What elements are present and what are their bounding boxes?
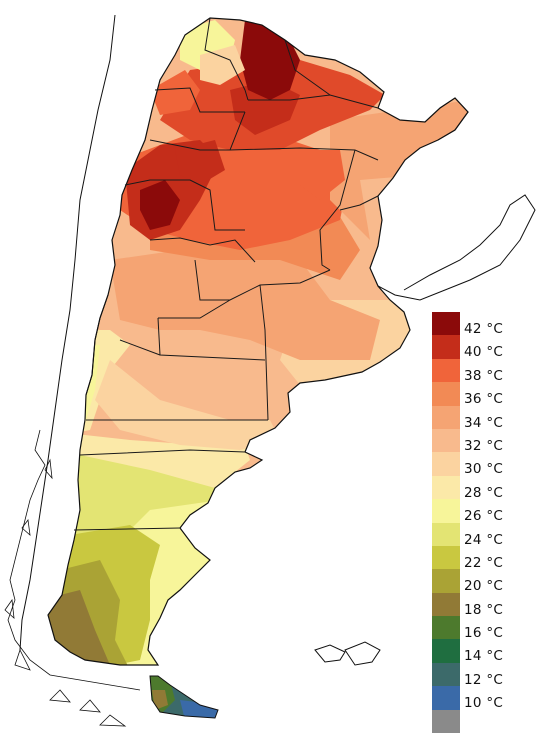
legend-swatch bbox=[432, 569, 460, 593]
legend-row-34: 34 °C bbox=[432, 405, 532, 431]
malvinas-islands bbox=[314, 641, 381, 666]
legend-swatch bbox=[432, 592, 460, 617]
province-borders bbox=[73, 17, 379, 531]
legend-label: 14 °C bbox=[464, 648, 504, 665]
legend-swatch bbox=[432, 522, 460, 546]
legend-swatch bbox=[432, 662, 460, 687]
legend-label: 16 °C bbox=[464, 625, 504, 642]
legend-row-36: 36 °C bbox=[432, 382, 532, 408]
legend-row-24: 24 °C bbox=[432, 522, 532, 548]
legend-row-20: 20 °C bbox=[432, 569, 532, 595]
legend-row-26: 26 °C bbox=[432, 499, 532, 525]
neighbor-borders bbox=[19, 14, 536, 651]
chile-coast bbox=[4, 429, 141, 727]
legend-label: 42 °C bbox=[464, 321, 504, 337]
legend-row-below bbox=[432, 709, 532, 734]
legend-swatch bbox=[432, 639, 460, 663]
legend-swatch bbox=[432, 335, 460, 359]
legend-swatch bbox=[432, 405, 460, 429]
legend-label: 20 °C bbox=[464, 578, 504, 595]
legend-swatch bbox=[432, 475, 460, 500]
legend-label: 28 °C bbox=[464, 484, 504, 501]
legend-swatch bbox=[432, 452, 460, 476]
legend-row-10: 10 °C bbox=[432, 686, 532, 712]
legend-label: 34 °C bbox=[464, 414, 504, 431]
legend-row-22: 22 °C bbox=[432, 545, 532, 571]
legend-row-38: 38 °C bbox=[432, 358, 532, 384]
legend-label: 38 °C bbox=[464, 367, 504, 384]
temperature-legend: 42 °C 40 °C 38 °C 36 °C 34 °C 32 °C 30 °… bbox=[432, 312, 532, 734]
legend-swatch bbox=[432, 358, 460, 383]
legend-label: 12 °C bbox=[464, 671, 504, 688]
legend-swatch bbox=[432, 686, 460, 710]
legend-row-18: 18 °C bbox=[432, 592, 532, 618]
legend-swatch bbox=[432, 499, 460, 523]
tierra-del-fuego-field bbox=[150, 676, 218, 718]
legend-row-30: 30 °C bbox=[432, 452, 532, 478]
legend-row-16: 16 °C bbox=[432, 616, 532, 642]
legend-label: 32 °C bbox=[464, 437, 504, 454]
temperature-field bbox=[48, 18, 468, 665]
legend-row-28: 28 °C bbox=[432, 475, 532, 501]
legend-row-32: 32 °C bbox=[432, 428, 532, 454]
legend-label: 36 °C bbox=[464, 391, 504, 408]
legend-swatch bbox=[432, 312, 460, 336]
legend-swatch bbox=[432, 428, 460, 453]
legend-label: 10 °C bbox=[464, 695, 504, 712]
legend-swatch bbox=[432, 709, 460, 734]
legend-swatch bbox=[432, 616, 460, 640]
legend-label: 22 °C bbox=[464, 554, 504, 571]
legend-label: 24 °C bbox=[464, 531, 504, 548]
legend-label: 40 °C bbox=[464, 344, 504, 361]
legend-swatch bbox=[432, 545, 460, 570]
legend-row-42: 42 °C bbox=[432, 312, 532, 337]
legend-label: 26 °C bbox=[464, 508, 504, 525]
legend-swatch bbox=[432, 382, 460, 406]
legend-row-12: 12 °C bbox=[432, 662, 532, 688]
legend-label: 30 °C bbox=[464, 461, 504, 478]
legend-label: 18 °C bbox=[464, 601, 504, 618]
legend-row-14: 14 °C bbox=[432, 639, 532, 665]
legend-row-40: 40 °C bbox=[432, 335, 532, 361]
